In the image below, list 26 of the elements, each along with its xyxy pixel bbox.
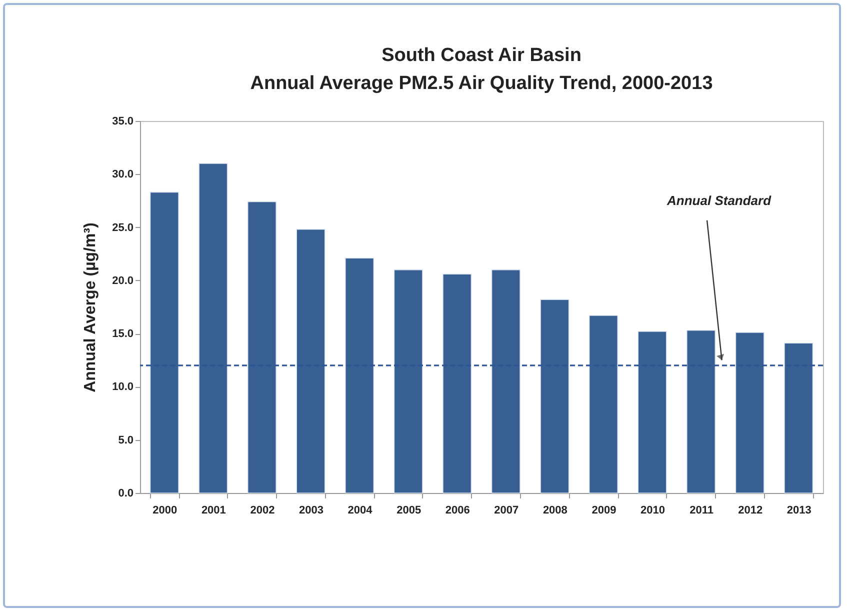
y-tick-label: 10.0	[112, 381, 134, 394]
x-tick-label: 2006	[445, 504, 470, 516]
x-tick-label: 2007	[494, 504, 519, 516]
x-tick-label: 2010	[640, 504, 665, 516]
y-tick-label: 30.0	[112, 168, 134, 181]
y-tick-label: 25.0	[112, 222, 134, 234]
ref-line-label: Annual Standard	[666, 192, 772, 208]
text: Annual Average PM2.5 Air Quality Trend, 2000-2013	[250, 73, 713, 94]
x-tick-label: 2009	[592, 504, 616, 516]
x-tick-label: 2001	[201, 504, 226, 516]
y-tick-label: 5.0	[118, 434, 134, 446]
y-tick-label: 20.0	[112, 274, 134, 287]
x-tick-label: 2004	[348, 504, 374, 516]
y-tick-label: 15.0	[112, 328, 134, 340]
x-tick-label: 2008	[542, 504, 568, 516]
x-tick-label: 2003	[299, 504, 324, 516]
x-tick-label: 2005	[396, 504, 422, 516]
x-tick-label: 2000	[152, 504, 178, 516]
text: South Coast Air Basin	[382, 45, 582, 66]
x-tick-label: 2011	[690, 504, 714, 516]
x-tick-label: 2012	[738, 504, 763, 516]
x-tick-label: 2002	[250, 504, 275, 516]
y-axis-title: Annual Averge (µg/m³)	[82, 222, 100, 392]
y-tick-label: 35.0	[112, 116, 134, 128]
x-tick-label: 2013	[786, 504, 812, 516]
y-tick-label: 0.0	[118, 488, 134, 500]
